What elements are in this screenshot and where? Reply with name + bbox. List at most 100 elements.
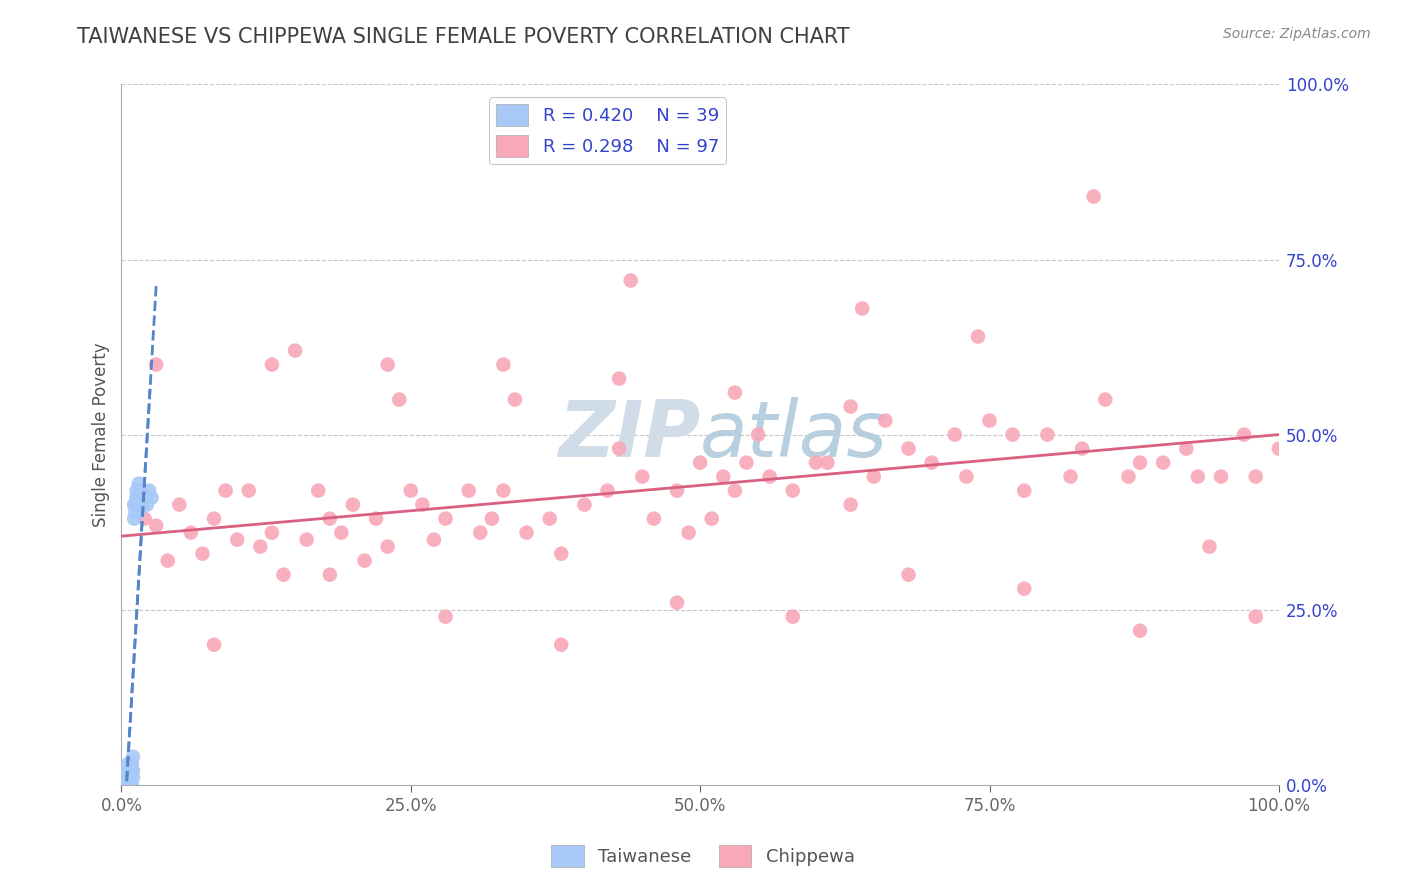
Point (115, 778, 138, 792)
Point (121, 764, 143, 778)
Point (238, 483, 260, 498)
Point (131, 491, 153, 505)
Point (399, 483, 422, 498)
Point (666, 483, 689, 498)
Point (169, 498, 191, 512)
Point (724, 483, 747, 498)
Point (492, 358, 515, 372)
Point (118, 771, 141, 785)
Point (503, 392, 526, 407)
Text: ZIP: ZIP (558, 397, 700, 473)
Point (804, 456, 827, 470)
Point (955, 469, 977, 483)
Point (377, 540, 399, 554)
Point (538, 511, 561, 525)
Point (678, 525, 700, 540)
Point (128, 476, 150, 491)
Point (388, 392, 411, 407)
Point (1175, 442, 1198, 456)
Point (979, 414, 1001, 428)
Point (122, 749, 145, 764)
Point (124, 505, 146, 519)
Point (620, 273, 643, 287)
Point (1036, 427, 1059, 442)
Point (114, 778, 136, 792)
Point (122, 511, 145, 525)
Point (724, 385, 747, 400)
Point (156, 554, 179, 568)
Point (1083, 189, 1105, 203)
Point (117, 756, 139, 771)
Point (943, 427, 966, 442)
Point (423, 533, 446, 547)
Point (700, 511, 723, 525)
Point (330, 525, 353, 540)
Point (1129, 624, 1152, 638)
Point (128, 505, 150, 519)
Point (735, 456, 758, 470)
Point (121, 778, 143, 792)
Point (1001, 427, 1024, 442)
Point (125, 483, 148, 498)
Point (132, 498, 155, 512)
Point (1209, 469, 1232, 483)
Point (134, 491, 156, 505)
Point (115, 771, 138, 785)
Point (377, 358, 399, 372)
Point (214, 483, 236, 498)
Point (1152, 456, 1174, 470)
Point (122, 498, 145, 512)
Point (1012, 582, 1035, 596)
Point (115, 771, 138, 785)
Point (319, 567, 342, 582)
Point (115, 764, 138, 778)
Point (607, 371, 630, 385)
Point (758, 469, 780, 483)
Point (666, 596, 689, 610)
Point (851, 301, 873, 316)
Point (492, 483, 515, 498)
Point (342, 498, 364, 512)
Point (607, 442, 630, 456)
Point (1071, 442, 1094, 456)
Point (135, 498, 157, 512)
Point (515, 525, 537, 540)
Point (1233, 427, 1256, 442)
Point (353, 554, 375, 568)
Point (129, 483, 152, 498)
Point (457, 483, 479, 498)
Point (434, 511, 457, 525)
Point (862, 469, 884, 483)
Point (118, 764, 141, 778)
Point (127, 498, 149, 512)
Point (145, 358, 167, 372)
Text: TAIWANESE VS CHIPPEWA SINGLE FEMALE POVERTY CORRELATION CHART: TAIWANESE VS CHIPPEWA SINGLE FEMALE POVE… (77, 27, 851, 46)
Point (550, 547, 572, 561)
Point (121, 756, 143, 771)
Point (897, 442, 920, 456)
Point (1268, 442, 1291, 456)
Point (711, 469, 734, 483)
Point (114, 764, 136, 778)
Point (631, 469, 654, 483)
Point (839, 498, 862, 512)
Point (747, 427, 769, 442)
Point (180, 525, 202, 540)
Point (897, 567, 920, 582)
Point (226, 533, 249, 547)
Point (120, 771, 142, 785)
Point (1129, 456, 1152, 470)
Point (434, 609, 457, 624)
Point (129, 491, 152, 505)
Point (470, 525, 492, 540)
Point (145, 518, 167, 533)
Point (839, 400, 862, 414)
Point (921, 456, 943, 470)
Point (411, 498, 433, 512)
Point (120, 778, 142, 792)
Point (260, 525, 283, 540)
Point (1012, 483, 1035, 498)
Point (1094, 392, 1116, 407)
Point (138, 483, 160, 498)
Legend: R = 0.420    N = 39, R = 0.298    N = 97: R = 0.420 N = 39, R = 0.298 N = 97 (489, 97, 727, 164)
